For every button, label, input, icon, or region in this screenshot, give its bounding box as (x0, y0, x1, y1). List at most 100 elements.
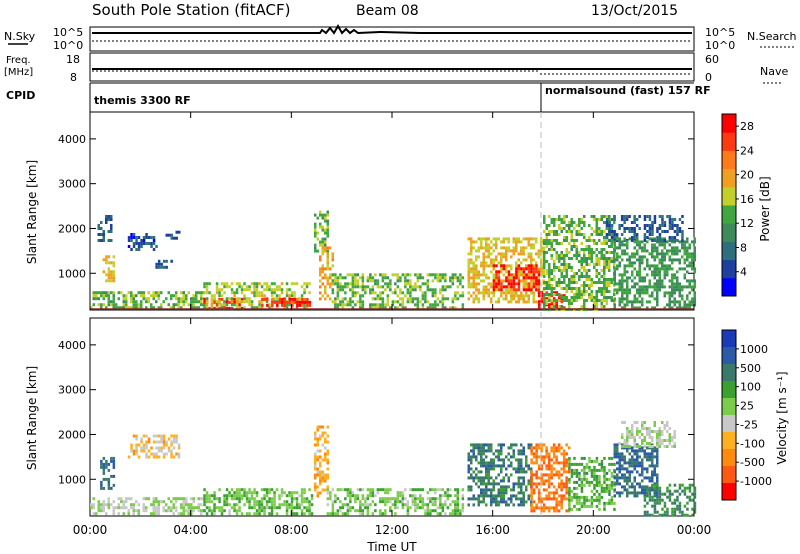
data-cell (605, 224, 609, 227)
data-cell (152, 248, 156, 251)
data-cell (570, 275, 573, 278)
data-cell (331, 273, 335, 277)
data-cell (676, 276, 679, 280)
data-cell (583, 257, 586, 260)
data-cell (638, 227, 641, 230)
data-cell (475, 282, 478, 286)
data-cell (562, 452, 566, 456)
data-cell (411, 494, 415, 498)
data-cell (638, 491, 641, 495)
data-cell (497, 464, 500, 468)
data-cell (663, 273, 666, 277)
data-cell (475, 297, 478, 301)
data-cell (386, 282, 390, 286)
data-cell (253, 285, 256, 289)
data-cell (550, 464, 553, 468)
data-cell (603, 305, 606, 308)
data-cell (175, 291, 178, 295)
data-cell (208, 509, 211, 513)
data-cell (319, 491, 322, 495)
data-cell (441, 285, 445, 289)
data-cell (648, 237, 651, 241)
data-cell (668, 224, 672, 227)
data-cell (125, 306, 128, 310)
data-cell (522, 482, 525, 486)
data-cell (426, 288, 430, 292)
data-cell (278, 494, 281, 498)
data-cell (532, 237, 535, 241)
data-cell (668, 264, 671, 268)
y-tick-label: 3000 (58, 178, 86, 191)
data-cell (434, 488, 437, 492)
data-cell (638, 291, 641, 295)
data-cell (600, 281, 603, 284)
data-cell (456, 503, 460, 507)
data-cell (593, 474, 596, 478)
data-cell (545, 488, 548, 492)
data-cell (120, 506, 123, 510)
data-cell (492, 282, 496, 286)
data-cell (253, 497, 256, 501)
data-cell (220, 297, 224, 301)
data-cell (605, 218, 609, 221)
data-cell (550, 230, 553, 233)
data-cell (683, 285, 686, 289)
data-cell (565, 272, 568, 275)
data-cell (225, 488, 229, 492)
data-cell (456, 279, 460, 283)
data-cell (192, 509, 195, 513)
data-cell (339, 276, 342, 280)
data-cell (263, 512, 266, 516)
data-cell (356, 494, 360, 498)
data-cell (643, 449, 646, 453)
data-cell (426, 509, 430, 513)
data-cell (472, 264, 475, 268)
data-cell (230, 288, 234, 292)
data-cell (643, 246, 646, 250)
data-cell (542, 455, 546, 459)
data-cell (618, 240, 621, 244)
data-cell (688, 483, 692, 487)
data-cell (610, 227, 613, 230)
data-cell (100, 480, 103, 484)
data-cell (319, 476, 322, 480)
data-cell (512, 297, 515, 301)
data-cell (651, 273, 654, 277)
data-cell (492, 273, 495, 277)
data-cell (150, 236, 153, 239)
data-cell (530, 500, 533, 504)
data-cell (522, 273, 525, 277)
data-cell (573, 281, 576, 284)
data-cell (482, 479, 485, 483)
data-cell (268, 306, 271, 310)
data-cell (341, 306, 345, 310)
data-cell (467, 264, 470, 268)
data-cell (595, 296, 598, 299)
data-cell (399, 303, 402, 307)
data-cell (248, 300, 251, 304)
data-cell (532, 297, 535, 301)
data-cell (548, 269, 551, 272)
nsearch-tick-low: 10^0 (705, 39, 735, 52)
data-cell (510, 473, 513, 477)
data-cell (102, 239, 105, 242)
data-cell (628, 461, 631, 465)
data-cell (651, 436, 654, 439)
data-cell (147, 497, 150, 501)
data-cell (560, 296, 563, 299)
data-cell (475, 443, 478, 447)
data-cell (651, 252, 654, 256)
data-cell (585, 275, 588, 278)
data-cell (613, 230, 616, 233)
data-cell (487, 249, 490, 253)
data-cell (527, 243, 530, 247)
data-cell (411, 297, 415, 301)
data-cell (475, 240, 478, 244)
data-cell (580, 501, 584, 505)
data-cell (374, 282, 377, 286)
data-cell (487, 479, 490, 483)
data-cell (532, 294, 535, 298)
data-cell (585, 498, 589, 502)
data-cell (459, 294, 462, 298)
data-cell (331, 282, 334, 286)
